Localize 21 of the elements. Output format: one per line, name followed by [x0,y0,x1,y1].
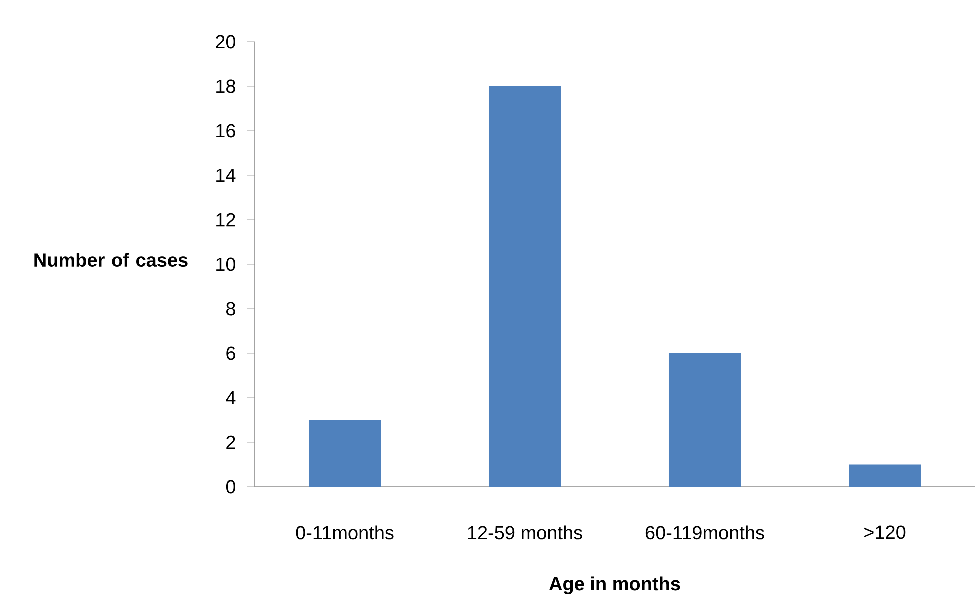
bar [668,353,741,487]
y-tick-label: 10 [216,258,236,272]
bar [488,86,561,487]
y-tick-label: 6 [226,346,236,360]
x-axis-title: Age in months [550,576,680,595]
x-tick-label: 0-11months [296,526,394,540]
y-axis-title: Number of cases [34,253,188,268]
x-tick-label: >120 [864,526,906,540]
y-tick-label: 12 [216,213,236,227]
x-tick-label: 60-119months [646,526,764,540]
y-tick-label: 20 [216,35,236,49]
y-tick-label: 16 [216,124,236,138]
bar [308,420,381,487]
y-tick-label: 2 [226,436,236,450]
y-tick-label: 18 [216,80,236,94]
y-tick-label: 0 [226,480,236,494]
y-tick-label: 4 [226,391,236,405]
y-tick-label: 8 [226,302,236,316]
x-tick-label: 12-59 months [468,526,582,540]
bar [849,464,921,487]
y-tick-label: 14 [216,168,236,182]
